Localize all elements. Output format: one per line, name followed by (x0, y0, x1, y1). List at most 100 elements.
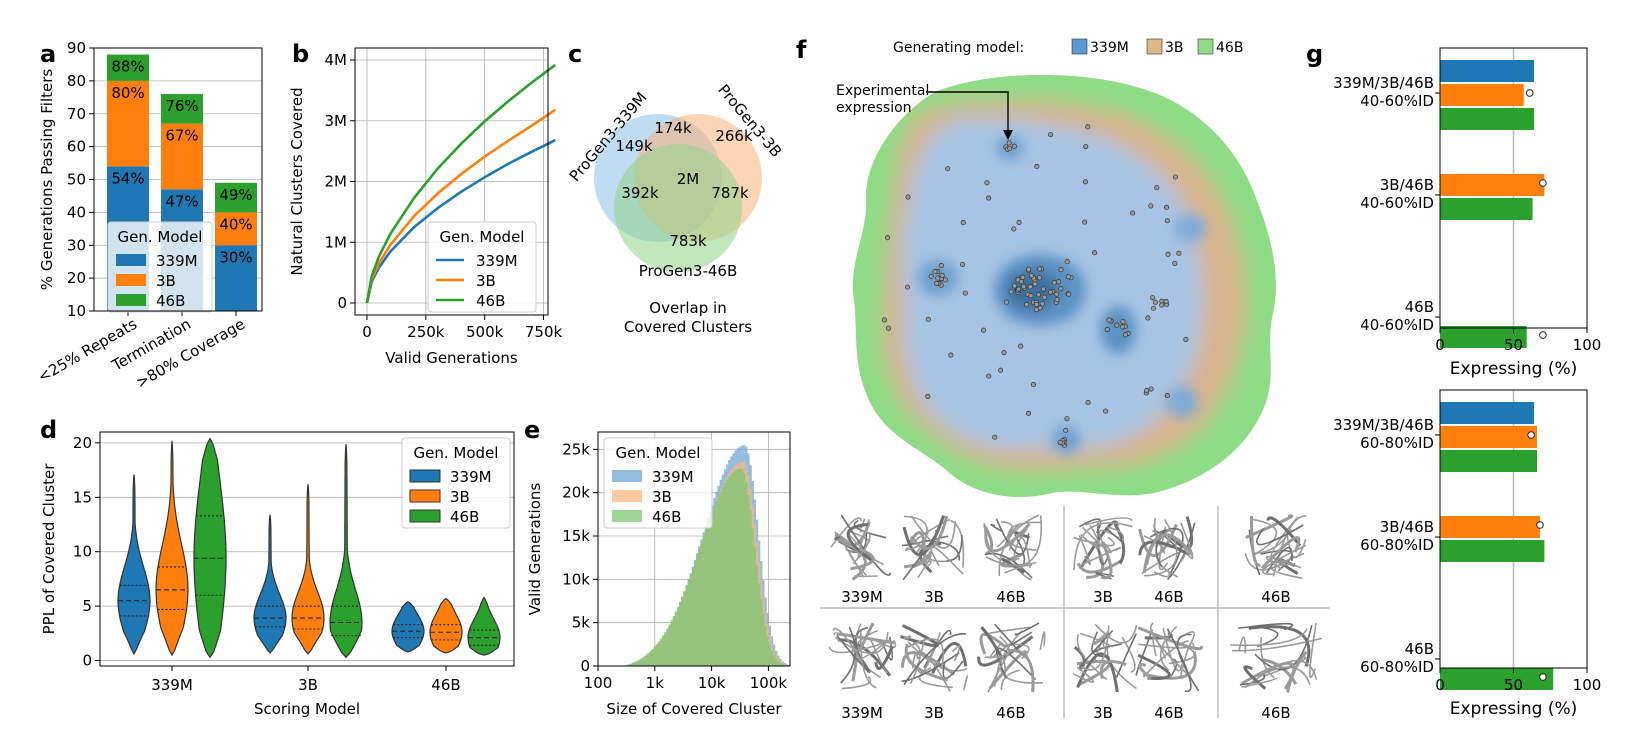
experimental-point (1183, 336, 1189, 342)
panel-letter-f: f (796, 36, 807, 64)
hist-bin (721, 487, 725, 666)
experimental-point (1016, 219, 1022, 225)
x-tick-label: 46B (431, 676, 460, 694)
y-tick-label: 30 (67, 236, 86, 254)
g-group-label-line-2: 40-60%ID (1360, 316, 1434, 334)
structure-thumbnail-row1-5 (1244, 514, 1307, 579)
structure-strand (1159, 625, 1178, 671)
g-group-label-line-2: 40-60%ID (1360, 194, 1434, 212)
hist-bin (683, 590, 686, 666)
experimental-point (1063, 427, 1069, 433)
hist-bin (766, 636, 769, 666)
experimental-point (1039, 301, 1045, 307)
legend-swatch-3B (116, 274, 146, 286)
experimental-point (1001, 350, 1007, 356)
hist-bin (777, 661, 780, 666)
experimental-point (1033, 307, 1039, 313)
x-tick-label: 100k (750, 674, 788, 692)
x-tick-label: 1k (646, 674, 665, 692)
hist-bin (755, 565, 759, 666)
hist-bin (762, 613, 765, 666)
experimental-point (1048, 132, 1054, 138)
structure-label-row1-4: 46B (1154, 588, 1183, 606)
experimental-point (1083, 143, 1089, 150)
x-tick-label: 50 (1504, 336, 1523, 354)
experimental-point (904, 284, 911, 290)
y-tick-label: 90 (67, 39, 86, 57)
experimental-point (1092, 250, 1098, 256)
hist-bin (685, 585, 688, 666)
violin-339M-3B (253, 514, 287, 654)
experimental-point (1028, 273, 1035, 279)
y-tick-label: 0 (580, 657, 590, 675)
y-axis-label: PPL of Covered Cluster (40, 463, 58, 635)
structure-strand (859, 630, 877, 689)
bar-label-46B-2: 49% (219, 186, 252, 204)
structure-strand (853, 519, 887, 539)
legend-swatch-46B (409, 509, 441, 523)
legend-title: Gen. Model (440, 228, 525, 246)
structure-label-row2-0: 339M (841, 704, 883, 722)
structure-strand (910, 515, 956, 549)
structure-strand (836, 635, 871, 674)
structure-strand (1073, 536, 1115, 547)
x-axis-label: Expressing (%) (1450, 359, 1578, 379)
structure-strand (1010, 631, 1033, 646)
bar-339M-2 (215, 245, 257, 311)
experimental-point (925, 316, 931, 322)
structure-thumbnail-row2-2 (977, 622, 1046, 693)
structure-strand (855, 627, 870, 674)
hist-bin (726, 479, 729, 666)
structure-strand (1256, 524, 1304, 546)
structure-strand (929, 545, 964, 575)
x-tick-label: 0 (1435, 676, 1445, 694)
bar-3B-2 (215, 212, 257, 246)
hist-bin (751, 528, 754, 666)
legend-title: Gen. Model (414, 444, 499, 462)
experimental-point (881, 317, 888, 323)
experimental-point (948, 352, 954, 358)
legend-title: Gen. Model (118, 228, 203, 246)
structure-strand (874, 645, 894, 670)
hist-bin (664, 631, 667, 666)
structure-strand (1260, 536, 1301, 570)
structure-strand (995, 518, 1030, 555)
x-tick-label: 50 (1504, 676, 1523, 694)
bar-46B-2 (215, 182, 257, 213)
annotation-line-1: Experimental (836, 83, 929, 99)
y-tick-label: 20 (73, 434, 92, 452)
legend-frame (603, 437, 713, 529)
structure-strand (1106, 526, 1124, 544)
structure-labels: 339M 3B 46B 3B 46B 46B 339M 3B 46B 3B 46B 46B (841, 588, 1290, 722)
legend-label-46B: 46B (156, 292, 185, 310)
hist-bin (676, 606, 680, 666)
legend-swatch-339M (612, 470, 642, 482)
protein-structure-thumbnails (828, 514, 1323, 693)
y-tick-label: 10k (562, 570, 590, 588)
experimental-point (1051, 280, 1057, 286)
g-bar-3B (1440, 516, 1540, 538)
legend-swatch-46B (612, 510, 642, 522)
y-tick-label: 4M (325, 51, 348, 69)
y-tick-label: 50 (67, 171, 86, 189)
f-legend-swatch-3b (1146, 38, 1163, 55)
g-group-label-line-1: 46B (1405, 298, 1434, 316)
experimental-point (1082, 179, 1088, 185)
experimental-point (1144, 387, 1150, 394)
hist-bin (704, 530, 707, 666)
hist-bin (734, 470, 737, 666)
legend-label-3B: 3B (156, 272, 176, 290)
structure-strand (1142, 651, 1197, 680)
venn-region-3b-only: 266k (715, 127, 753, 145)
x-tick-label: 3B (298, 676, 318, 694)
hist-bars-46B (623, 468, 791, 666)
structure-strand (1262, 544, 1307, 575)
experimental-point (1011, 226, 1017, 232)
venn-region-3b-46b: 787k (711, 184, 749, 202)
x-axis-label: Expressing (%) (1450, 699, 1578, 719)
legend-swatch-339M (116, 254, 146, 266)
structure-strand (1266, 516, 1302, 547)
structure-strand (1230, 628, 1308, 647)
legend-label-339M: 339M (652, 468, 694, 486)
experimental-point (1020, 274, 1026, 280)
